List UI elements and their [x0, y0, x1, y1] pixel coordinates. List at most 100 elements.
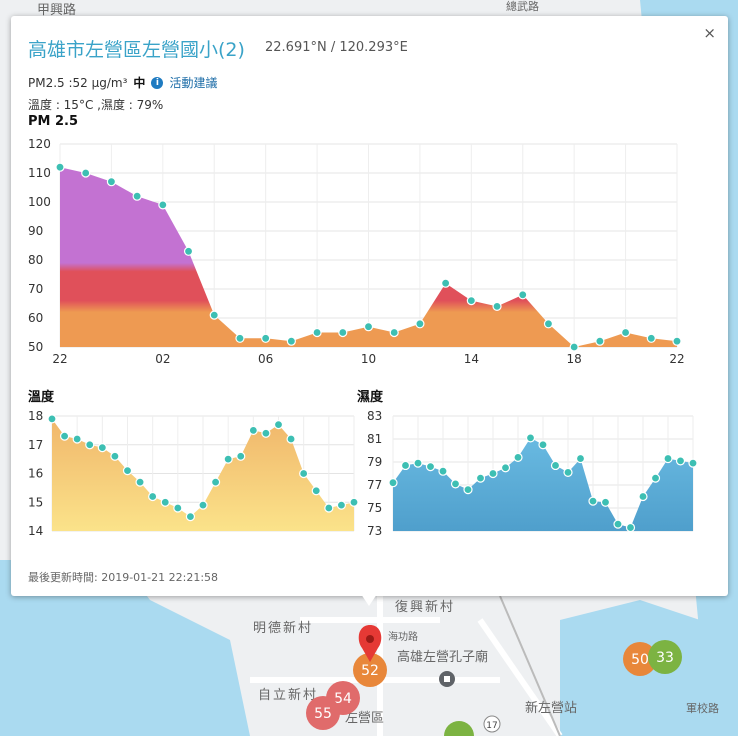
- data-point: [210, 477, 221, 487]
- aqi-marker[interactable]: 33: [648, 640, 682, 674]
- svg-text:54: 54: [334, 691, 352, 707]
- y-tick-label: 80: [28, 253, 43, 267]
- x-tick-label: 10: [361, 352, 376, 366]
- station-coords: 22.691°N / 120.293°E: [265, 40, 408, 55]
- map-label: 高雄左營孔子廟: [397, 649, 488, 665]
- x-tick-label: 02: [155, 352, 170, 366]
- data-point: [311, 486, 321, 496]
- close-icon[interactable]: ×: [703, 24, 716, 42]
- y-tick-label: 17: [28, 438, 43, 452]
- data-point: [475, 473, 486, 483]
- data-point: [613, 519, 623, 529]
- svg-text:33: 33: [656, 650, 674, 666]
- data-point: [273, 420, 284, 430]
- y-tick-label: 81: [367, 432, 382, 446]
- data-point: [413, 458, 423, 468]
- data-point: [106, 177, 117, 187]
- aqi-level: 中: [133, 76, 146, 90]
- map-label: 新左營站: [525, 700, 577, 716]
- data-point: [663, 453, 673, 464]
- data-point: [466, 296, 476, 306]
- data-point: [286, 434, 296, 444]
- y-tick-label: 50: [28, 340, 43, 354]
- series-area: [52, 418, 354, 531]
- data-point: [55, 162, 65, 172]
- data-point: [500, 463, 511, 473]
- aqi-marker-partial[interactable]: [444, 721, 474, 736]
- data-point: [158, 200, 168, 210]
- aqi-marker[interactable]: 55: [306, 696, 340, 730]
- aqi-marker[interactable]: 52: [353, 653, 387, 687]
- data-point: [400, 460, 411, 471]
- map-label: 甲興路: [37, 2, 76, 18]
- data-point: [538, 440, 548, 450]
- y-tick-label: 83: [367, 409, 382, 423]
- data-point: [209, 310, 219, 320]
- data-point: [550, 460, 561, 471]
- data-point: [600, 497, 611, 507]
- data-point: [336, 500, 347, 510]
- data-point: [525, 433, 536, 443]
- data-point: [488, 468, 498, 479]
- last-updated: 最後更新時間: 2019-01-21 22:21:58: [28, 571, 219, 584]
- y-tick-label: 73: [367, 524, 382, 538]
- data-point: [388, 478, 398, 488]
- data-point: [261, 428, 271, 438]
- data-point: [72, 434, 82, 444]
- data-point: [160, 497, 170, 507]
- data-point: [625, 522, 636, 533]
- temperature-chart: 14 15 16 17 18: [28, 409, 359, 538]
- activity-advice-link[interactable]: 活動建議: [169, 76, 218, 90]
- data-point: [575, 453, 586, 464]
- data-point: [513, 452, 523, 463]
- data-point: [85, 440, 95, 450]
- data-point: [363, 322, 374, 332]
- data-point: [81, 168, 91, 178]
- y-tick-label: 16: [28, 467, 43, 481]
- y-tick-label: 77: [367, 478, 382, 492]
- temple-icon[interactable]: [439, 671, 455, 687]
- series-area: [393, 437, 693, 531]
- aqi-marker[interactable]: 50: [623, 642, 657, 676]
- humidity-chart: 73 75 77 79 81 83: [367, 409, 698, 538]
- data-point: [324, 503, 334, 513]
- series-area: [60, 167, 677, 347]
- svg-text:55: 55: [314, 706, 332, 722]
- y-tick-label: 120: [28, 137, 51, 151]
- data-point: [675, 456, 686, 466]
- data-point: [595, 336, 605, 346]
- y-tick-label: 90: [28, 224, 43, 238]
- map-label: 左營區: [345, 711, 384, 726]
- map-label: 軍校路: [686, 701, 719, 715]
- svg-text:17: 17: [486, 721, 497, 731]
- data-point: [173, 503, 183, 513]
- pm25-chart: 50 60 70 80 90 100 110 120 22 02 06 10 14 18 22: [28, 137, 685, 366]
- data-point: [198, 500, 208, 510]
- data-point: [248, 425, 258, 435]
- data-point: [672, 336, 682, 346]
- data-point: [122, 466, 133, 476]
- data-point: [441, 278, 451, 288]
- data-point: [349, 497, 359, 507]
- info-circle-icon[interactable]: i: [151, 76, 164, 89]
- data-point: [389, 327, 399, 338]
- data-point: [463, 484, 473, 495]
- water-area: [0, 560, 250, 736]
- station-title[interactable]: 高雄市左營區左營國小(2): [28, 39, 245, 61]
- y-tick-label: 70: [28, 282, 43, 296]
- data-point: [492, 301, 502, 311]
- y-tick-label: 79: [367, 455, 382, 469]
- data-point: [543, 319, 554, 329]
- data-point: [688, 458, 698, 468]
- data-point: [97, 443, 107, 453]
- pm-chart-title: PM 2.5: [28, 114, 79, 129]
- map-pin-icon[interactable]: [358, 625, 382, 662]
- map-label: 復興新村: [395, 599, 455, 615]
- data-point: [286, 336, 296, 346]
- y-tick-label: 110: [28, 166, 51, 180]
- data-point: [148, 491, 158, 502]
- map-label: 明德新村: [253, 620, 313, 636]
- y-tick-label: 14: [28, 524, 43, 538]
- temp-chart-title: 溫度: [28, 390, 55, 405]
- svg-text:52: 52: [361, 663, 379, 679]
